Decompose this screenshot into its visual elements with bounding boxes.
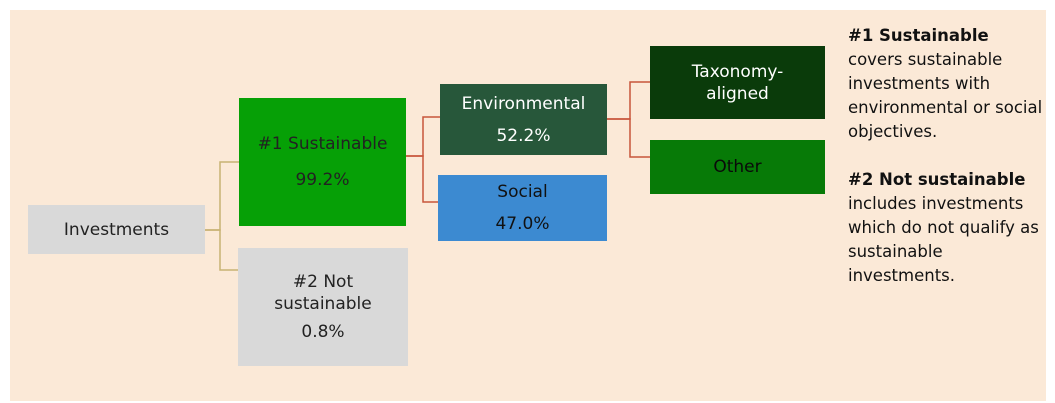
not-sustainable-node: #2 Not sustainable 0.8% <box>238 248 408 366</box>
connector-environmental-to-other <box>607 118 650 158</box>
sustainable-value: 99.2% <box>295 170 350 190</box>
sustainable-label: #1 Sustainable <box>257 134 388 154</box>
environmental-value: 52.2% <box>496 125 551 146</box>
environmental-label: Environmental <box>461 93 586 114</box>
investments-node: Investments <box>28 205 205 254</box>
not-sustainable-label-line1: #2 Not <box>292 272 354 292</box>
environmental-node: Environmental 52.2% <box>440 84 607 155</box>
not-sustainable-value: 0.8% <box>301 322 345 342</box>
connector-environmental-to-taxonomy <box>607 81 650 120</box>
connector-sustainable-to-social <box>406 155 438 203</box>
legend-not-sustainable-title: #2 Not sustainable <box>848 170 1026 189</box>
social-label: Social <box>497 182 548 202</box>
connector-sustainable-to-environmental <box>406 116 440 157</box>
taxonomy-aligned-label-line2: aligned <box>706 83 769 104</box>
legend-sustainable: #1 Sustainable covers sustainable invest… <box>848 24 1043 144</box>
legend-sustainable-title: #1 Sustainable <box>848 26 989 45</box>
social-value: 47.0% <box>495 214 550 234</box>
taxonomy-aligned-node: Taxonomy- aligned <box>650 46 825 119</box>
legend-text: #1 Sustainable covers sustainable invest… <box>848 24 1043 288</box>
legend-sustainable-description: covers sustainable investments with envi… <box>848 50 1043 141</box>
sustainable-node: #1 Sustainable 99.2% <box>239 98 406 226</box>
other-node: Other <box>650 140 825 194</box>
legend-not-sustainable-description: includes investments which do not qualif… <box>848 194 1039 285</box>
connector-investments-to-sustainable <box>205 161 239 231</box>
taxonomy-aligned-label-line1: Taxonomy- <box>691 61 784 82</box>
social-node: Social 47.0% <box>438 175 607 241</box>
investments-label: Investments <box>63 219 170 240</box>
connector-investments-to-not-sustainable <box>205 229 238 271</box>
other-label: Other <box>713 157 762 177</box>
legend-not-sustainable: #2 Not sustainable includes investments … <box>848 168 1043 288</box>
not-sustainable-label-line2: sustainable <box>274 294 372 314</box>
